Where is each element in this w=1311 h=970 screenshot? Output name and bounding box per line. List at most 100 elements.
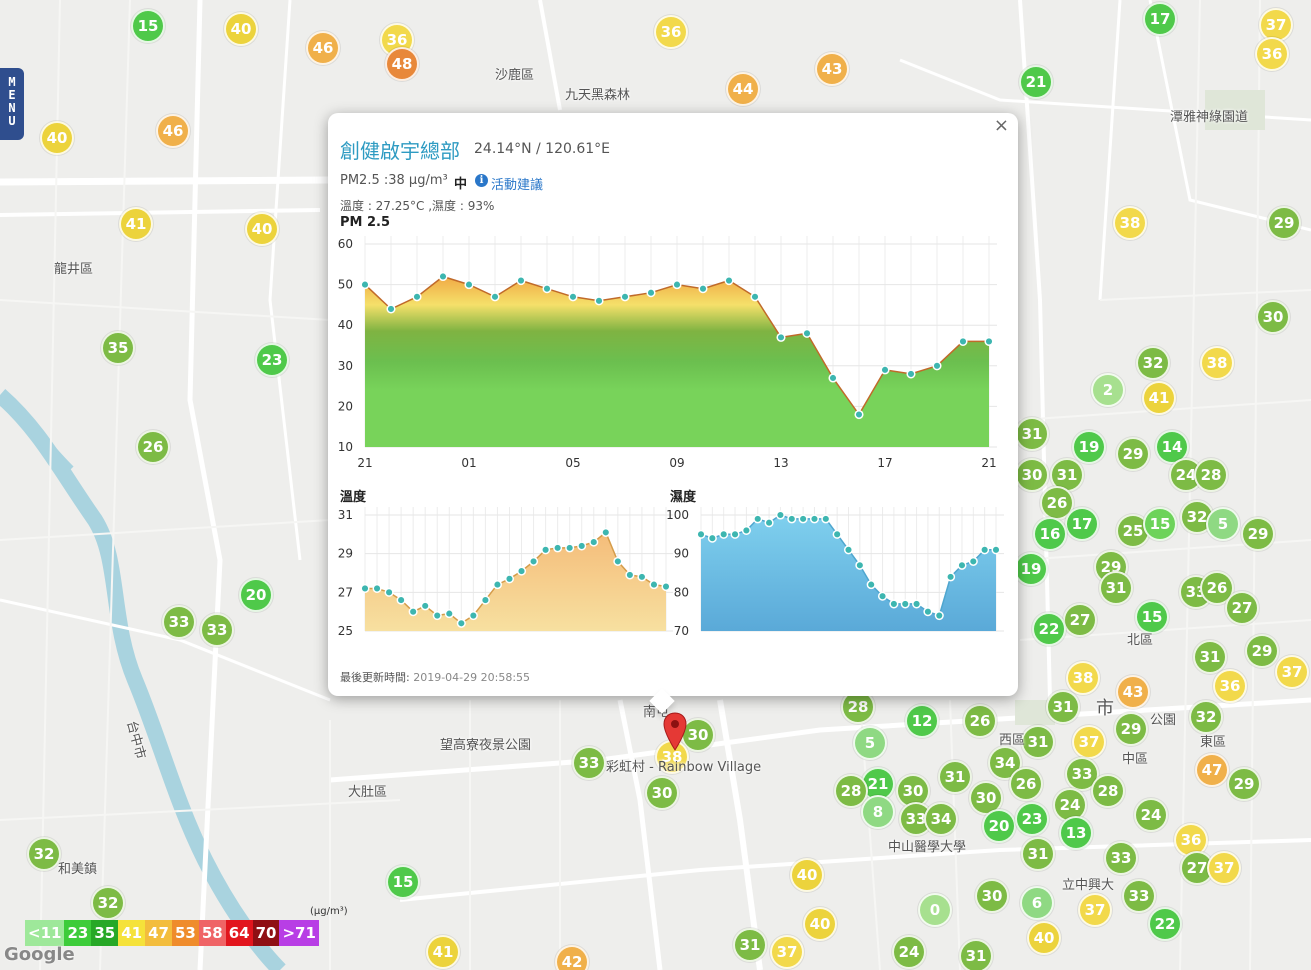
- aqi-marker[interactable]: 37: [1275, 655, 1309, 689]
- aqi-marker[interactable]: 40: [1027, 921, 1061, 955]
- aqi-marker[interactable]: 32: [27, 837, 61, 871]
- info-icon[interactable]: i: [475, 174, 488, 187]
- aqi-marker[interactable]: 29: [1267, 206, 1301, 240]
- aqi-marker[interactable]: 33: [1122, 879, 1156, 913]
- aqi-marker[interactable]: 31: [1015, 417, 1049, 451]
- aqi-marker[interactable]: 43: [1116, 675, 1150, 709]
- aqi-marker[interactable]: 27: [1225, 591, 1259, 625]
- aqi-marker[interactable]: 36: [1213, 669, 1247, 703]
- aqi-marker[interactable]: 31: [1046, 690, 1080, 724]
- aqi-marker[interactable]: 42: [555, 945, 589, 970]
- aqi-marker[interactable]: 16: [1033, 517, 1067, 551]
- aqi-marker[interactable]: 38: [1200, 346, 1234, 380]
- aqi-marker[interactable]: 24: [892, 935, 926, 969]
- aqi-marker[interactable]: 46: [156, 114, 190, 148]
- aqi-marker[interactable]: 40: [803, 907, 837, 941]
- aqi-marker[interactable]: 37: [770, 935, 804, 969]
- aqi-marker[interactable]: 28: [1194, 458, 1228, 492]
- aqi-marker[interactable]: 41: [426, 935, 460, 969]
- aqi-marker[interactable]: 29: [1116, 437, 1150, 471]
- location-pin-icon[interactable]: [663, 712, 687, 752]
- aqi-marker[interactable]: 19: [1014, 552, 1048, 586]
- aqi-marker[interactable]: 37: [1078, 893, 1112, 927]
- aqi-marker[interactable]: 5: [1206, 507, 1240, 541]
- aqi-marker[interactable]: 31: [938, 760, 972, 794]
- aqi-marker[interactable]: 15: [1143, 507, 1177, 541]
- aqi-marker[interactable]: 15: [1135, 600, 1169, 634]
- aqi-marker[interactable]: 33: [572, 746, 606, 780]
- aqi-marker[interactable]: 31: [1021, 837, 1055, 871]
- y-tick-label: 70: [674, 624, 689, 638]
- aqi-marker[interactable]: 6: [1020, 886, 1054, 920]
- aqi-marker[interactable]: 20: [982, 809, 1016, 843]
- aqi-marker[interactable]: 2: [1091, 373, 1125, 407]
- aqi-marker[interactable]: 37: [1259, 8, 1293, 42]
- aqi-marker[interactable]: 28: [1091, 774, 1125, 808]
- aqi-marker[interactable]: 26: [963, 704, 997, 738]
- aqi-marker[interactable]: 40: [40, 121, 74, 155]
- aqi-marker[interactable]: 30: [1256, 300, 1290, 334]
- aqi-marker[interactable]: 29: [1241, 517, 1275, 551]
- aqi-marker[interactable]: 22: [1032, 612, 1066, 646]
- aqi-marker[interactable]: 30: [681, 718, 715, 752]
- aqi-marker[interactable]: 41: [119, 207, 153, 241]
- aqi-marker[interactable]: 32: [1189, 700, 1223, 734]
- aqi-marker[interactable]: 21: [1019, 65, 1053, 99]
- aqi-marker[interactable]: 17: [1143, 2, 1177, 36]
- aqi-marker[interactable]: 31: [733, 928, 767, 962]
- aqi-marker[interactable]: 32: [91, 886, 125, 920]
- aqi-marker[interactable]: 30: [975, 879, 1009, 913]
- aqi-marker[interactable]: 27: [1063, 603, 1097, 637]
- aqi-marker[interactable]: 33: [200, 613, 234, 647]
- aqi-marker[interactable]: 17: [1065, 507, 1099, 541]
- aqi-marker[interactable]: 46: [306, 31, 340, 65]
- activity-advice-link[interactable]: 活動建議: [491, 178, 544, 193]
- aqi-marker[interactable]: 36: [1255, 37, 1289, 71]
- aqi-marker[interactable]: 15: [131, 9, 165, 43]
- aqi-marker[interactable]: 5: [853, 726, 887, 760]
- aqi-marker[interactable]: 19: [1072, 430, 1106, 464]
- aqi-marker[interactable]: 22: [1148, 907, 1182, 941]
- aqi-marker[interactable]: 23: [255, 343, 289, 377]
- aqi-marker[interactable]: 33: [1104, 841, 1138, 875]
- aqi-marker[interactable]: 31: [1193, 640, 1227, 674]
- aqi-marker[interactable]: 30: [1015, 458, 1049, 492]
- aqi-marker[interactable]: 37: [1072, 725, 1106, 759]
- aqi-marker[interactable]: 15: [386, 865, 420, 899]
- aqi-marker[interactable]: 36: [654, 15, 688, 49]
- aqi-marker[interactable]: 24: [1134, 798, 1168, 832]
- aqi-marker[interactable]: 29: [1227, 767, 1261, 801]
- aqi-marker[interactable]: 34: [924, 802, 958, 836]
- aqi-marker[interactable]: 29: [1245, 634, 1279, 668]
- aqi-marker[interactable]: 31: [959, 939, 993, 970]
- aqi-marker[interactable]: 38: [1113, 206, 1147, 240]
- aqi-marker[interactable]: 31: [1021, 725, 1055, 759]
- aqi-marker[interactable]: 47: [1195, 753, 1229, 787]
- aqi-marker[interactable]: 37: [1207, 851, 1241, 885]
- aqi-marker[interactable]: 12: [905, 704, 939, 738]
- aqi-marker[interactable]: 32: [1136, 346, 1170, 380]
- aqi-marker[interactable]: 26: [1009, 767, 1043, 801]
- aqi-marker[interactable]: 13: [1059, 816, 1093, 850]
- aqi-marker[interactable]: 8: [861, 795, 895, 829]
- aqi-marker[interactable]: 44: [726, 72, 760, 106]
- aqi-marker[interactable]: 0: [918, 893, 952, 927]
- aqi-marker[interactable]: 31: [1099, 571, 1133, 605]
- aqi-marker[interactable]: 38: [1066, 661, 1100, 695]
- aqi-marker[interactable]: 40: [224, 12, 258, 46]
- aqi-marker[interactable]: 23: [1015, 802, 1049, 836]
- aqi-marker[interactable]: 48: [385, 47, 419, 81]
- aqi-marker[interactable]: 43: [815, 52, 849, 86]
- aqi-marker[interactable]: 20: [239, 578, 273, 612]
- aqi-marker[interactable]: 29: [1114, 712, 1148, 746]
- aqi-marker[interactable]: 26: [136, 430, 170, 464]
- aqi-marker[interactable]: 40: [245, 212, 279, 246]
- aqi-marker[interactable]: 33: [162, 605, 196, 639]
- aqi-marker[interactable]: 30: [645, 776, 679, 810]
- close-button[interactable]: ×: [993, 115, 1009, 136]
- menu-button[interactable]: M E N U: [0, 68, 24, 140]
- aqi-marker[interactable]: 35: [101, 331, 135, 365]
- aqi-marker[interactable]: 41: [1142, 381, 1176, 415]
- aqi-marker[interactable]: 40: [790, 858, 824, 892]
- aqi-marker[interactable]: 28: [834, 774, 868, 808]
